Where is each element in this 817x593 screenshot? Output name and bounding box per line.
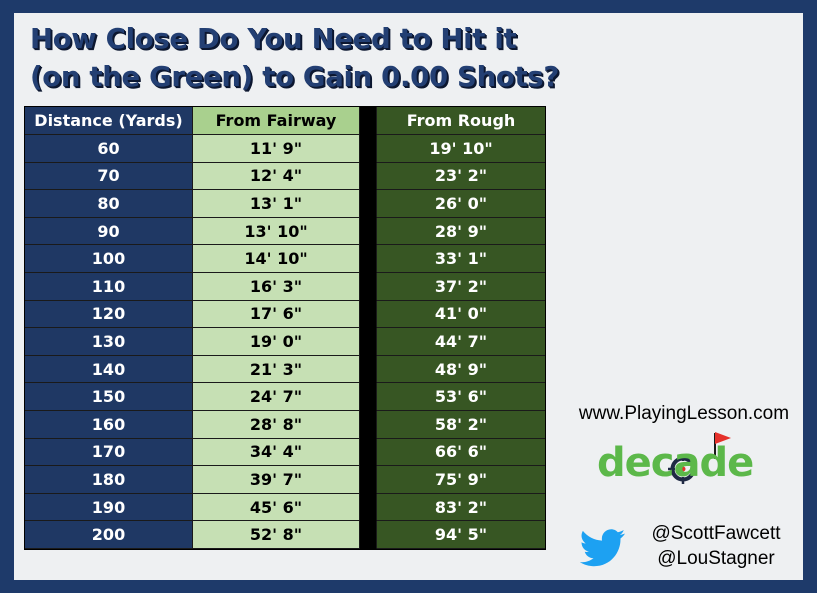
fairway-cell: 13' 10" — [193, 217, 360, 246]
distance-cell: 140 — [25, 355, 193, 384]
table-header-row: Distance (Yards) From Fairway From Rough — [25, 107, 545, 135]
table-body: 60 11' 9" 19' 10" 70 12' 4" 23' 2" 80 13' 1" 26'… — [25, 135, 545, 549]
column-gap — [360, 107, 377, 135]
column-gap — [360, 190, 377, 218]
twitter-bird-icon — [580, 529, 626, 567]
column-gap — [360, 493, 377, 522]
fairway-cell: 52' 8" — [193, 521, 360, 549]
fairway-cell: 45' 6" — [193, 493, 360, 522]
title-line-1: How Close Do You Need to Hit it — [30, 23, 517, 55]
column-gap — [360, 383, 377, 411]
distance-cell: 110 — [25, 272, 193, 301]
table-row: 100 14' 10" 33' 1" — [25, 245, 545, 273]
fairway-cell: 12' 4" — [193, 162, 360, 191]
fairway-cell: 13' 1" — [193, 190, 360, 218]
rough-cell: 26' 0" — [377, 190, 545, 218]
distance-cell: 80 — [25, 190, 193, 218]
handle-scott[interactable]: @ScottFawcett — [651, 523, 781, 544]
table-row: 150 24' 7" 53' 6" — [25, 383, 545, 411]
table-row: 170 34' 4" 66' 6" — [25, 438, 545, 467]
handle-lou[interactable]: @LouStagner — [657, 548, 775, 569]
table-row: 160 28' 8" 58' 2" — [25, 410, 545, 439]
column-gap — [360, 245, 377, 273]
header-rough: From Rough — [377, 107, 545, 135]
column-gap — [360, 272, 377, 301]
fairway-cell: 28' 8" — [193, 410, 360, 439]
distance-cell: 100 — [25, 245, 193, 273]
rough-cell: 28' 9" — [377, 217, 545, 246]
fairway-cell: 39' 7" — [193, 466, 360, 494]
distance-cell: 60 — [25, 135, 193, 163]
distance-cell: 170 — [25, 438, 193, 467]
fairway-cell: 16' 3" — [193, 272, 360, 301]
distance-cell: 200 — [25, 521, 193, 549]
title-line-2: (on the Green) to Gain 0.00 Shots? — [30, 61, 560, 93]
twitter-handles: @ScottFawcett @LouStagner — [632, 521, 800, 571]
rough-cell: 37' 2" — [377, 272, 545, 301]
table-row: 110 16' 3" 37' 2" — [25, 272, 545, 301]
table-row: 60 11' 9" 19' 10" — [25, 135, 545, 163]
fairway-cell: 24' 7" — [193, 383, 360, 411]
table-row: 80 13' 1" 26' 0" — [25, 190, 545, 218]
distance-cell: 160 — [25, 410, 193, 439]
column-gap — [360, 466, 377, 494]
column-gap — [360, 217, 377, 246]
flag-icon — [715, 432, 731, 444]
fairway-cell: 14' 10" — [193, 245, 360, 273]
table-row: 130 19' 0" 44' 7" — [25, 328, 545, 356]
table-row: 90 13' 10" 28' 9" — [25, 217, 545, 246]
table-row: 200 52' 8" 94' 5" — [25, 521, 545, 549]
fairway-cell: 21' 3" — [193, 355, 360, 384]
column-gap — [360, 410, 377, 439]
fairway-cell: 11' 9" — [193, 135, 360, 163]
decade-logo-icon — [668, 432, 731, 484]
rough-cell: 75' 9" — [377, 466, 545, 494]
fairway-cell: 19' 0" — [193, 328, 360, 356]
social-section: @ScottFawcett @LouStagner — [580, 521, 800, 577]
column-gap — [360, 521, 377, 549]
fairway-cell: 17' 6" — [193, 300, 360, 329]
header-distance: Distance (Yards) — [25, 107, 193, 135]
column-gap — [360, 355, 377, 384]
rough-cell: 41' 0" — [377, 300, 545, 329]
distance-table: Distance (Yards) From Fairway From Rough… — [24, 106, 546, 550]
rough-cell: 94' 5" — [377, 521, 545, 549]
column-gap — [360, 162, 377, 191]
fairway-cell: 34' 4" — [193, 438, 360, 467]
header-fairway: From Fairway — [193, 107, 360, 135]
distance-cell: 130 — [25, 328, 193, 356]
rough-cell: 33' 1" — [377, 245, 545, 273]
column-gap — [360, 438, 377, 467]
distance-cell: 90 — [25, 217, 193, 246]
distance-cell: 180 — [25, 466, 193, 494]
rough-cell: 48' 9" — [377, 355, 545, 384]
content-panel: How Close Do You Need to Hit it (on the … — [14, 13, 803, 580]
rough-cell: 58' 2" — [377, 410, 545, 439]
distance-cell: 190 — [25, 493, 193, 522]
rough-cell: 66' 6" — [377, 438, 545, 467]
table-row: 120 17' 6" 41' 0" — [25, 300, 545, 329]
column-gap — [360, 328, 377, 356]
table-row: 190 45' 6" 83' 2" — [25, 493, 545, 522]
table-row: 140 21' 3" 48' 9" — [25, 355, 545, 384]
rough-cell: 53' 6" — [377, 383, 545, 411]
website-url: www.PlayingLesson.com — [578, 403, 790, 424]
rough-cell: 83' 2" — [377, 493, 545, 522]
distance-cell: 70 — [25, 162, 193, 191]
rough-cell: 44' 7" — [377, 328, 545, 356]
distance-cell: 150 — [25, 383, 193, 411]
column-gap — [360, 135, 377, 163]
distance-cell: 120 — [25, 300, 193, 329]
page-title: How Close Do You Need to Hit it (on the … — [30, 20, 590, 96]
table-row: 180 39' 7" 75' 9" — [25, 466, 545, 494]
column-gap — [360, 300, 377, 329]
table-row: 70 12' 4" 23' 2" — [25, 162, 545, 191]
rough-cell: 19' 10" — [377, 135, 545, 163]
rough-cell: 23' 2" — [377, 162, 545, 191]
